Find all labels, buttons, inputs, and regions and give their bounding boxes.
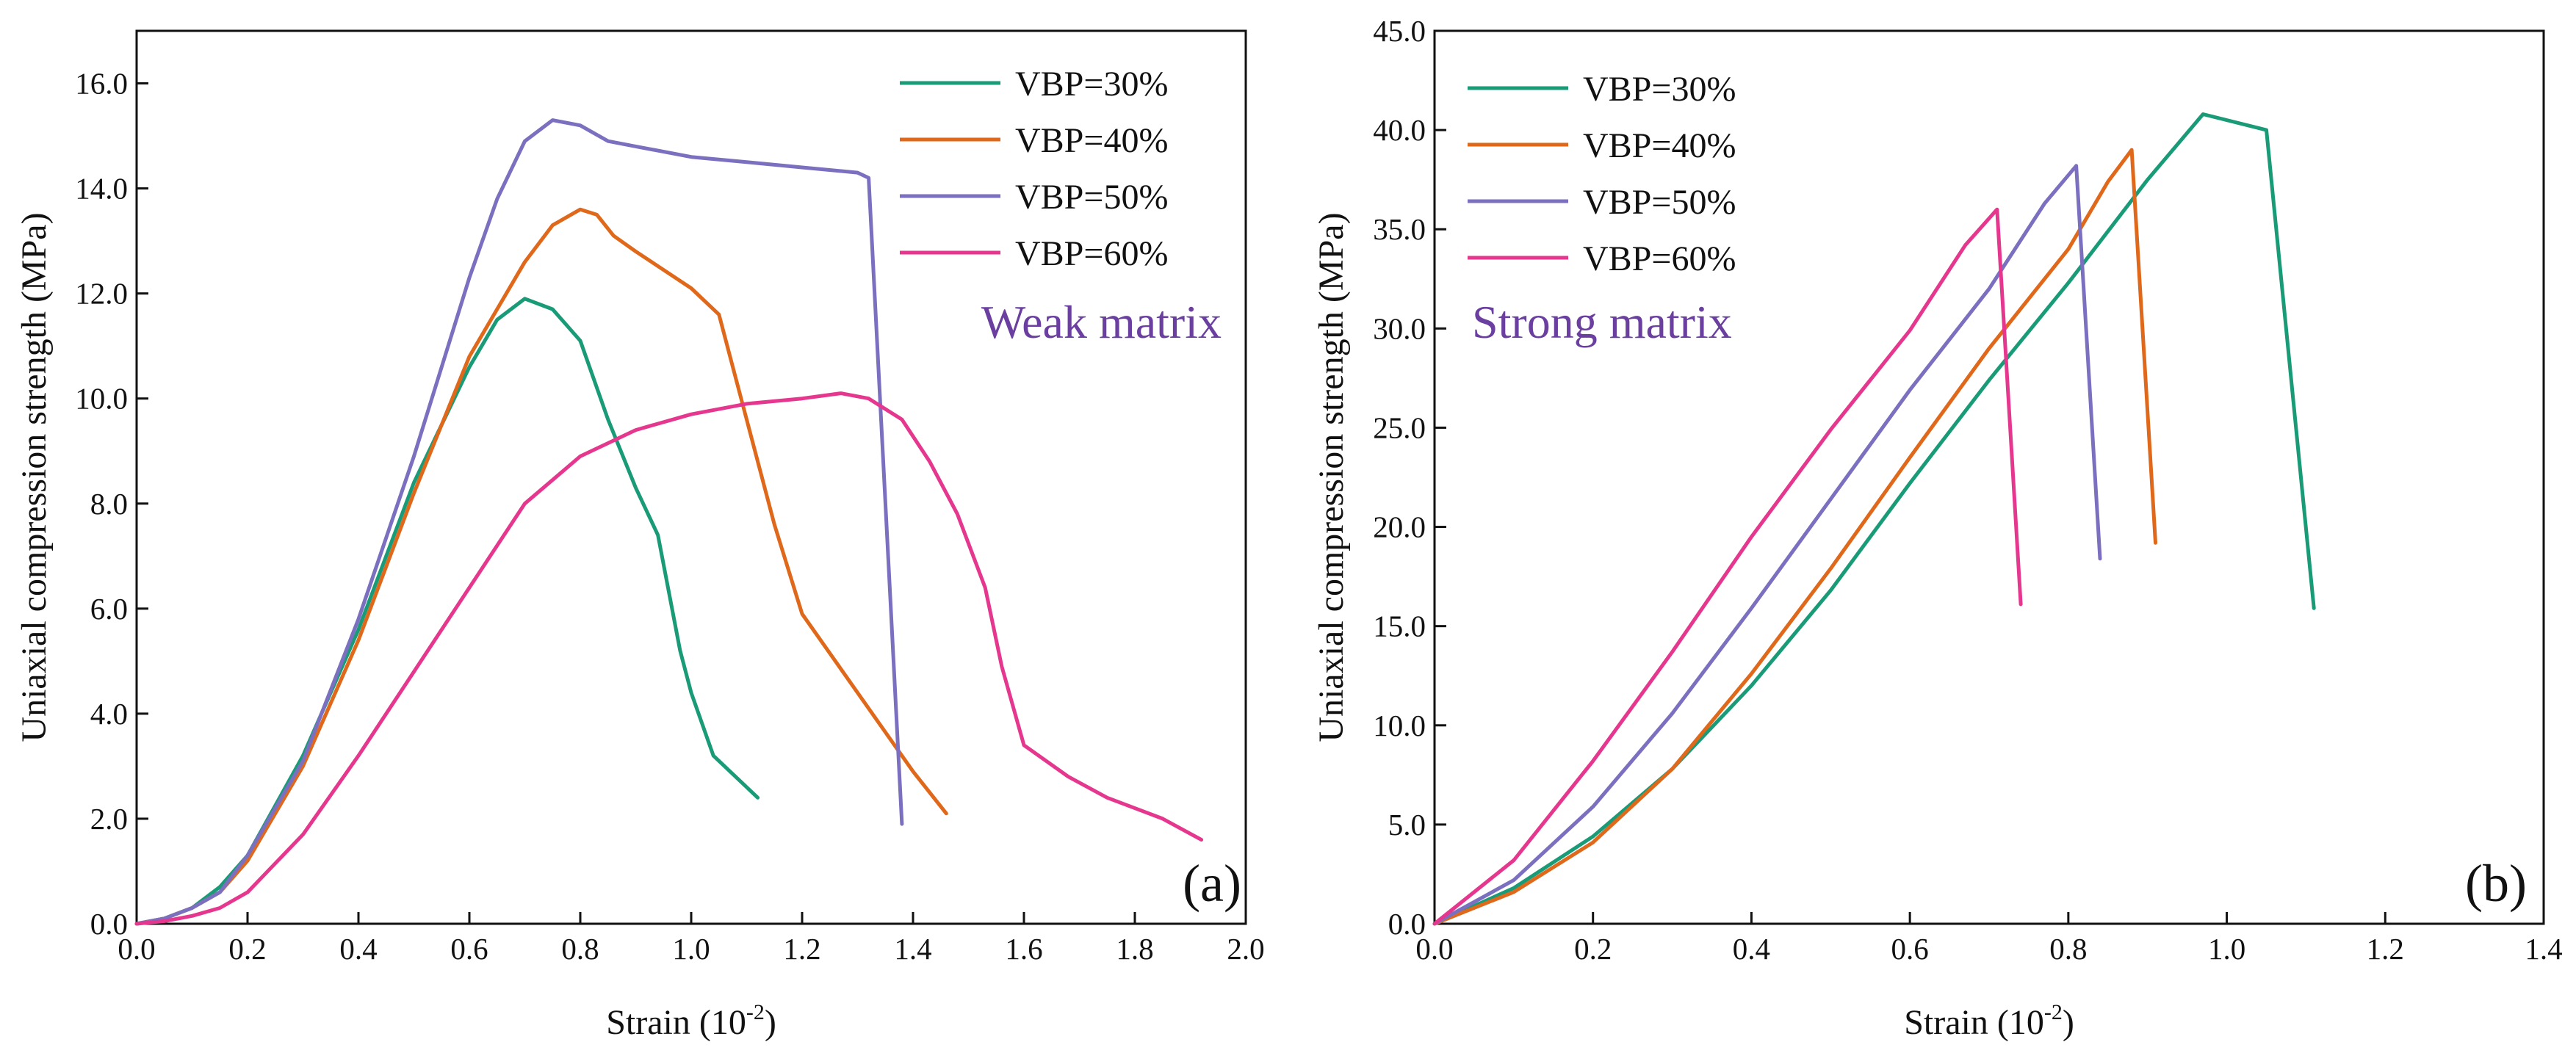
y-tick-label: 20.0 [1373, 510, 1426, 544]
plot-area-b [1433, 29, 2545, 925]
panel-title-a: Weak matrix [981, 296, 1222, 348]
panel-title-b: Strong matrix [1472, 296, 1732, 348]
legend-label: VBP=40% [1015, 121, 1168, 160]
y-axis-title-a: Uniaxial compression strength (MPa) [15, 212, 54, 742]
x-tick-label: 1.6 [1005, 932, 1042, 966]
legend-label: VBP=30% [1015, 65, 1168, 104]
legend-label: VBP=50% [1583, 183, 1736, 222]
x-tick-label: 1.8 [1116, 932, 1153, 966]
x-tick-label: 0.4 [1733, 932, 1770, 966]
x-axis-title-text-a: Strain (10 [606, 1003, 746, 1042]
x-axis-title-a: Strain (10-2) [606, 1000, 776, 1042]
y-axis-title-b: Uniaxial compression strength (MPa) [1312, 212, 1351, 742]
x-tick-label: 0.4 [339, 932, 377, 966]
x-tick-label: 0.8 [561, 932, 599, 966]
panel-a: 0.0 0.2 0.4 0.6 0.8 1.0 1.2 1.4 1.6 1.8 2.0 0.0 2.0 4… [15, 29, 1265, 1042]
legend-b: VBP=30% VBP=40% VBP=50% VBP=60% [1468, 70, 1736, 278]
y-tick-label: 6.0 [90, 592, 128, 626]
series-lines-b [1432, 112, 2316, 926]
series-line-vbp40 [134, 207, 948, 926]
y-tick-label: 45.0 [1373, 14, 1426, 48]
y-tick-label: 35.0 [1373, 212, 1426, 246]
y-tick-label: 40.0 [1373, 113, 1426, 147]
y-tick-label: 0.0 [90, 907, 128, 941]
y-tick-label: 30.0 [1373, 311, 1426, 345]
series-line-vbp50 [1432, 164, 2102, 926]
y-tick-label: 12.0 [75, 277, 128, 311]
legend-label: VBP=30% [1583, 70, 1736, 109]
panel-b: 0.0 0.2 0.4 0.6 0.8 1.0 1.2 1.4 0.0 5.0 10.0 15.0 20… [1312, 14, 2563, 1042]
legend-label: VBP=60% [1015, 234, 1168, 273]
legend-label: VBP=40% [1583, 126, 1736, 165]
y-tick-label: 5.0 [1388, 808, 1426, 842]
axis-ticks-b: 0.0 0.2 0.4 0.6 0.8 1.0 1.2 1.4 0.0 5.0 10.0 15.0 20… [1373, 14, 2562, 966]
x-tick-label: 0.2 [1574, 932, 1612, 966]
x-axis-exponent-b: -2 [2044, 1000, 2063, 1024]
x-tick-label: 1.4 [2525, 932, 2562, 966]
y-tick-label: 4.0 [90, 697, 128, 731]
y-tick-label: 2.0 [90, 802, 128, 836]
panel-label-a: (a) [1183, 854, 1241, 913]
y-tick-label: 15.0 [1373, 609, 1426, 643]
y-tick-label: 25.0 [1373, 410, 1426, 444]
x-axis-close-paren-b: ) [2063, 1003, 2074, 1042]
axis-ticks-a: 0.0 0.2 0.4 0.6 0.8 1.0 1.2 1.4 1.6 1.8 2.0 0.0 2.0 4… [75, 67, 1264, 966]
x-tick-label: 0.2 [228, 932, 266, 966]
x-axis-title-text-b: Strain (10 [1904, 1003, 2044, 1042]
series-line-vbp30 [1432, 112, 2316, 926]
x-tick-label: 2.0 [1227, 932, 1264, 966]
series-line-vbp60 [1432, 207, 2023, 926]
series-lines-a [134, 118, 1204, 926]
y-tick-label: 10.0 [75, 382, 128, 416]
x-tick-label: 0.6 [1891, 932, 1929, 966]
y-tick-label: 14.0 [75, 172, 128, 206]
series-line-vbp60 [134, 391, 1204, 926]
y-tick-label: 0.0 [1388, 907, 1426, 941]
x-axis-close-paren-a: ) [765, 1003, 776, 1042]
x-tick-label: 1.2 [2367, 932, 2404, 966]
x-axis-title-b: Strain (10-2) [1904, 1000, 2074, 1042]
x-tick-label: 0.0 [1415, 932, 1453, 966]
x-tick-label: 0.8 [2049, 932, 2087, 966]
series-line-vbp40 [1432, 148, 2157, 926]
legend-label: VBP=60% [1583, 239, 1736, 278]
x-tick-label: 1.0 [672, 932, 710, 966]
x-tick-label: 1.4 [894, 932, 931, 966]
x-tick-label: 0.6 [450, 932, 488, 966]
x-axis-exponent-a: -2 [746, 1000, 765, 1024]
y-tick-label: 16.0 [75, 67, 128, 101]
x-tick-label: 1.0 [2208, 932, 2245, 966]
panel-label-b: (b) [2465, 854, 2527, 913]
series-line-vbp30 [134, 297, 760, 926]
y-tick-label: 8.0 [90, 487, 128, 521]
x-tick-label: 0.0 [118, 932, 155, 966]
y-tick-label: 10.0 [1373, 709, 1426, 742]
legend-a: VBP=30% VBP=40% VBP=50% VBP=60% [900, 65, 1168, 273]
x-tick-label: 1.2 [783, 932, 820, 966]
plot-area-a [135, 29, 1247, 925]
legend-label: VBP=50% [1015, 178, 1168, 217]
series-line-vbp50 [134, 118, 904, 926]
